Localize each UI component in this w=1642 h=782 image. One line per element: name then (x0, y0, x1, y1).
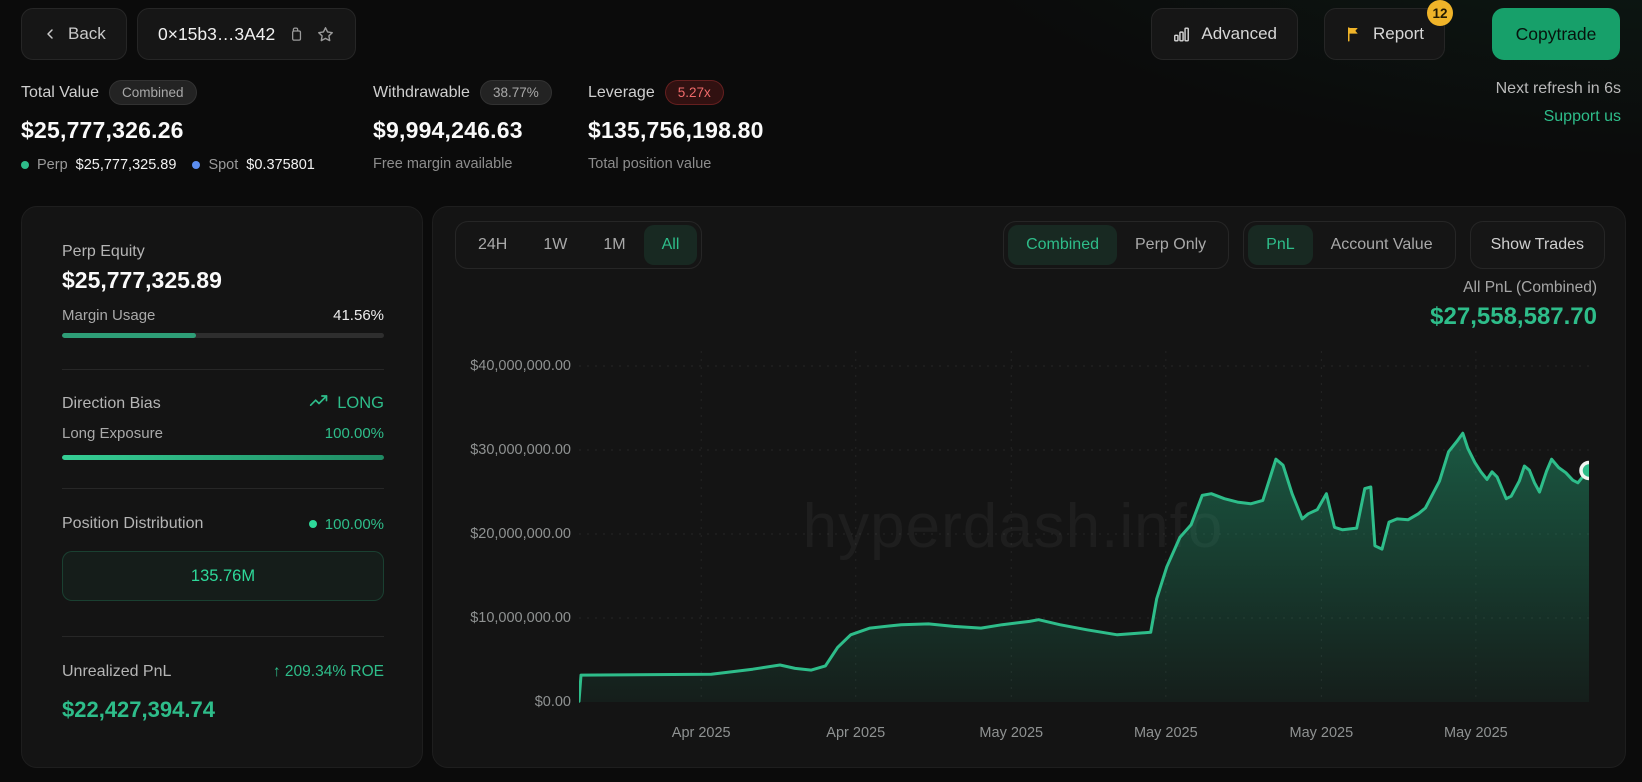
report-label: Report (1372, 24, 1424, 43)
flag-icon (1345, 25, 1363, 43)
unrealized-pnl-value: $22,427,394.74 (62, 697, 215, 722)
copytrade-label: Copytrade (1515, 23, 1597, 44)
margin-usage-fill (62, 333, 196, 338)
copytrade-button[interactable]: Copytrade (1492, 8, 1620, 60)
y-axis-tick: $30,000,000.00 (470, 442, 571, 458)
tab-1w[interactable]: 1W (525, 225, 585, 265)
x-axis-tick: May 2025 (1289, 725, 1354, 741)
tab-1m[interactable]: 1M (585, 225, 643, 265)
position-size-value: 135.76M (190, 566, 256, 585)
back-button[interactable]: Back (21, 8, 127, 60)
x-axis-tick: May 2025 (1133, 725, 1198, 741)
y-axis-tick: $40,000,000.00 (470, 358, 571, 374)
bar-chart-icon (1172, 25, 1191, 44)
last-point-marker (1579, 460, 1589, 481)
position-distribution-label: Position Distribution (62, 515, 204, 532)
unrealized-pnl-label: Unrealized PnL (62, 663, 172, 680)
advanced-button[interactable]: Advanced (1151, 8, 1298, 60)
time-range-tabs: 24H 1W 1M All (455, 221, 703, 269)
report-button[interactable]: Report 12 (1323, 0, 1453, 60)
y-axis-tick: $0.00 (534, 694, 571, 710)
x-axis-labels: Apr 2025 Apr 2025 May 2025 May 2025 May 2025… (579, 725, 1589, 749)
position-distribution-pct: 100.00% (324, 515, 384, 533)
leverage-sub: Total position value (588, 156, 712, 172)
spot-legend-value: $0.375801 (246, 157, 315, 173)
tab-combined[interactable]: Combined (1008, 225, 1117, 265)
total-value-stat: Total Value Combined $25,777,326.26 Perp… (21, 80, 315, 173)
account-summary-card: Perp Equity $25,777,325.89 Margin Usage … (21, 206, 423, 768)
x-axis-tick: May 2025 (1444, 725, 1508, 741)
perp-legend-value: $25,777,325.89 (75, 157, 177, 173)
margin-usage-bar (62, 333, 384, 338)
leverage-label: Leverage (588, 83, 655, 101)
long-dot-icon (308, 520, 317, 528)
show-trades-button[interactable]: Show Trades (1469, 221, 1605, 269)
leverage-chip: 5.27x (664, 80, 724, 105)
position-size-box[interactable]: 135.76M (62, 551, 384, 601)
arrow-up-icon: ↑ (272, 663, 281, 680)
all-pnl-value: $27,558,587.70 (1430, 303, 1597, 330)
copy-address-icon[interactable] (287, 26, 304, 43)
leverage-amount: $135,756,198.80 (588, 117, 764, 143)
wallet-address: 0×15b3…3A42 (158, 23, 276, 44)
tab-24h[interactable]: 24H (460, 225, 525, 265)
withdrawable-amount: $9,994,246.63 (373, 117, 523, 143)
trend-up-icon (309, 393, 329, 414)
chevron-left-icon (42, 26, 58, 42)
tab-all[interactable]: All (643, 225, 698, 265)
x-axis-tick: Apr 2025 (671, 725, 731, 741)
withdrawable-sub: Free margin available (373, 156, 513, 172)
withdrawable-label: Withdrawable (373, 83, 470, 101)
divider (62, 636, 384, 637)
leverage-stat: Leverage 5.27x $135,756,198.80 Total pos… (588, 80, 764, 172)
pnl-chart-card: 24H 1W 1M All Combined Perp Only PnL Acc… (432, 206, 1626, 768)
withdrawable-pct-chip: 38.77% (479, 80, 552, 105)
chart-controls-row: 24H 1W 1M All Combined Perp Only PnL Acc… (433, 207, 1625, 269)
scope-tabs: Combined Perp Only (1003, 221, 1230, 269)
spot-dot-icon (192, 161, 201, 169)
total-value-label: Total Value (21, 83, 99, 101)
back-label: Back (68, 24, 106, 43)
y-axis-tick: $10,000,000.00 (470, 610, 571, 626)
chart-view-controls: Combined Perp Only PnL Account Value Sho… (1003, 221, 1605, 269)
perp-dot-icon (21, 161, 29, 169)
direction-bias-label: Direction Bias (62, 394, 161, 412)
long-exposure-fill (62, 455, 384, 460)
x-axis-tick: Apr 2025 (826, 725, 886, 741)
perp-equity-label: Perp Equity (62, 243, 145, 260)
withdrawable-stat: Withdrawable 38.77% $9,994,246.63 Free m… (373, 80, 552, 172)
long-exposure-pct: 100.00% (324, 425, 384, 442)
tab-pnl[interactable]: PnL (1248, 225, 1313, 265)
long-exposure-label: Long Exposure (62, 425, 163, 442)
metric-tabs: PnL Account Value (1243, 221, 1456, 269)
x-axis-tick: May 2025 (979, 725, 1044, 741)
divider (62, 488, 384, 489)
advanced-label: Advanced (1201, 24, 1277, 43)
favorite-star-icon[interactable] (316, 25, 335, 44)
refresh-countdown: Next refresh in 6s (1495, 80, 1621, 97)
perp-equity-value: $25,777,325.89 (62, 267, 222, 293)
combined-chip: Combined (108, 80, 197, 105)
total-value-amount: $25,777,326.26 (21, 117, 184, 143)
perp-legend-label: Perp (37, 157, 68, 173)
tab-perp-only[interactable]: Perp Only (1117, 225, 1224, 265)
tab-account-value[interactable]: Account Value (1313, 225, 1451, 265)
margin-usage-label: Margin Usage (62, 307, 156, 324)
y-axis-tick: $20,000,000.00 (470, 526, 571, 542)
report-count-badge: 12 (1427, 0, 1453, 26)
support-us-link[interactable]: Support us (1543, 108, 1621, 125)
pnl-area-chart[interactable] (579, 337, 1589, 717)
long-exposure-bar (62, 455, 384, 460)
spot-legend-label: Spot (208, 157, 239, 173)
divider (62, 369, 384, 370)
all-pnl-label: All PnL (Combined) (1463, 279, 1597, 296)
roe-value: 209.34% ROE (284, 663, 384, 680)
margin-usage-pct: 41.56% (333, 307, 384, 324)
direction-bias-value: LONG (337, 394, 384, 412)
wallet-address-pill[interactable]: 0×15b3…3A42 (137, 8, 357, 60)
top-bar: Back 0×15b3…3A42 Advanced Report 12 (0, 0, 1642, 66)
y-axis-labels: $40,000,000.00 $30,000,000.00 $20,000,000.… (433, 207, 571, 767)
